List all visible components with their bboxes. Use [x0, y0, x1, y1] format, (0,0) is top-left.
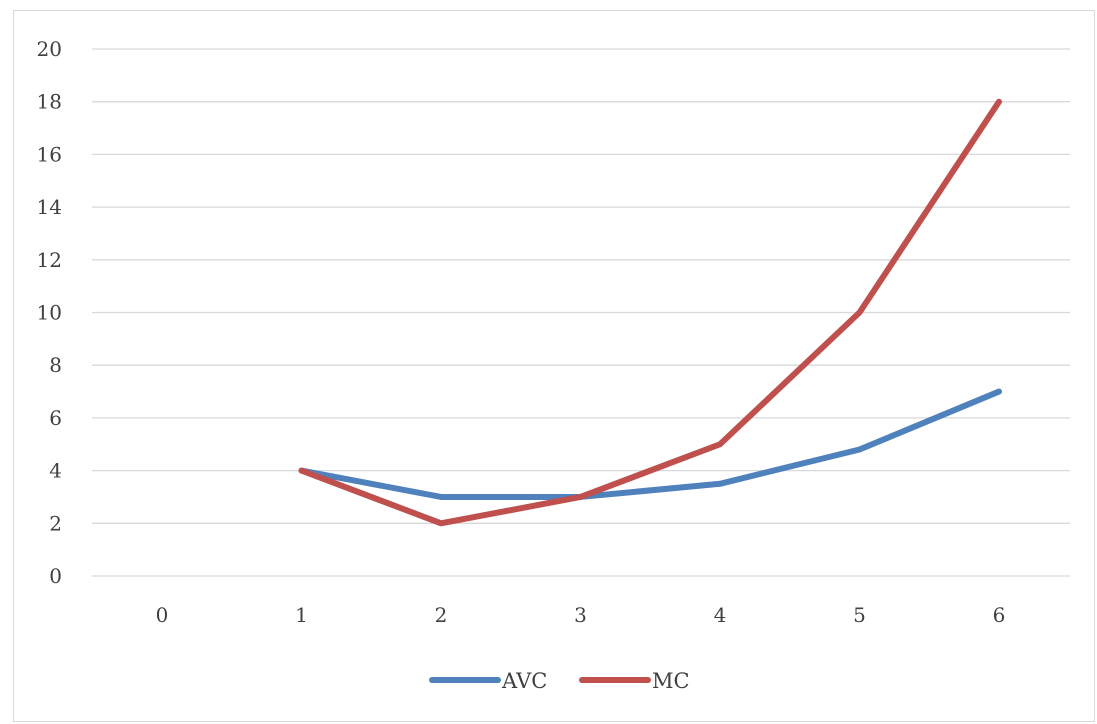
y-tick-label: 10	[37, 301, 62, 325]
x-tick-label: 5	[853, 603, 866, 627]
series-lines	[298, 98, 1002, 527]
x-tick-label: 4	[714, 603, 727, 627]
y-tick-label: 0	[49, 564, 62, 588]
y-tick-label: 20	[37, 37, 62, 61]
legend-label-mc: MC	[652, 669, 690, 693]
y-tick-label: 6	[49, 406, 62, 430]
y-tick-label: 12	[37, 248, 62, 272]
x-axis-ticks: 0 1 2 3 4 5 6	[156, 603, 1006, 627]
series-line-mc	[298, 98, 1002, 527]
y-tick-label: 16	[37, 142, 62, 166]
y-tick-label: 18	[37, 90, 62, 114]
y-tick-label: 4	[49, 459, 62, 483]
x-tick-label: 1	[295, 603, 308, 627]
x-tick-label: 3	[574, 603, 587, 627]
y-axis-ticks: 0 2 4 6 8 10 12 14 16 18 20	[37, 37, 62, 588]
y-tick-label: 2	[49, 511, 62, 535]
y-tick-label: 14	[37, 195, 62, 219]
legend-label-avc: AVC	[501, 669, 547, 693]
legend: AVC MC	[429, 669, 690, 693]
y-tick-label: 8	[49, 353, 62, 377]
chart-frame	[13, 10, 1095, 722]
x-tick-label: 6	[993, 603, 1006, 627]
x-tick-label: 2	[435, 603, 448, 627]
x-tick-label: 0	[156, 603, 169, 627]
series-line-avc	[298, 388, 1002, 500]
gridlines	[92, 48, 1070, 577]
